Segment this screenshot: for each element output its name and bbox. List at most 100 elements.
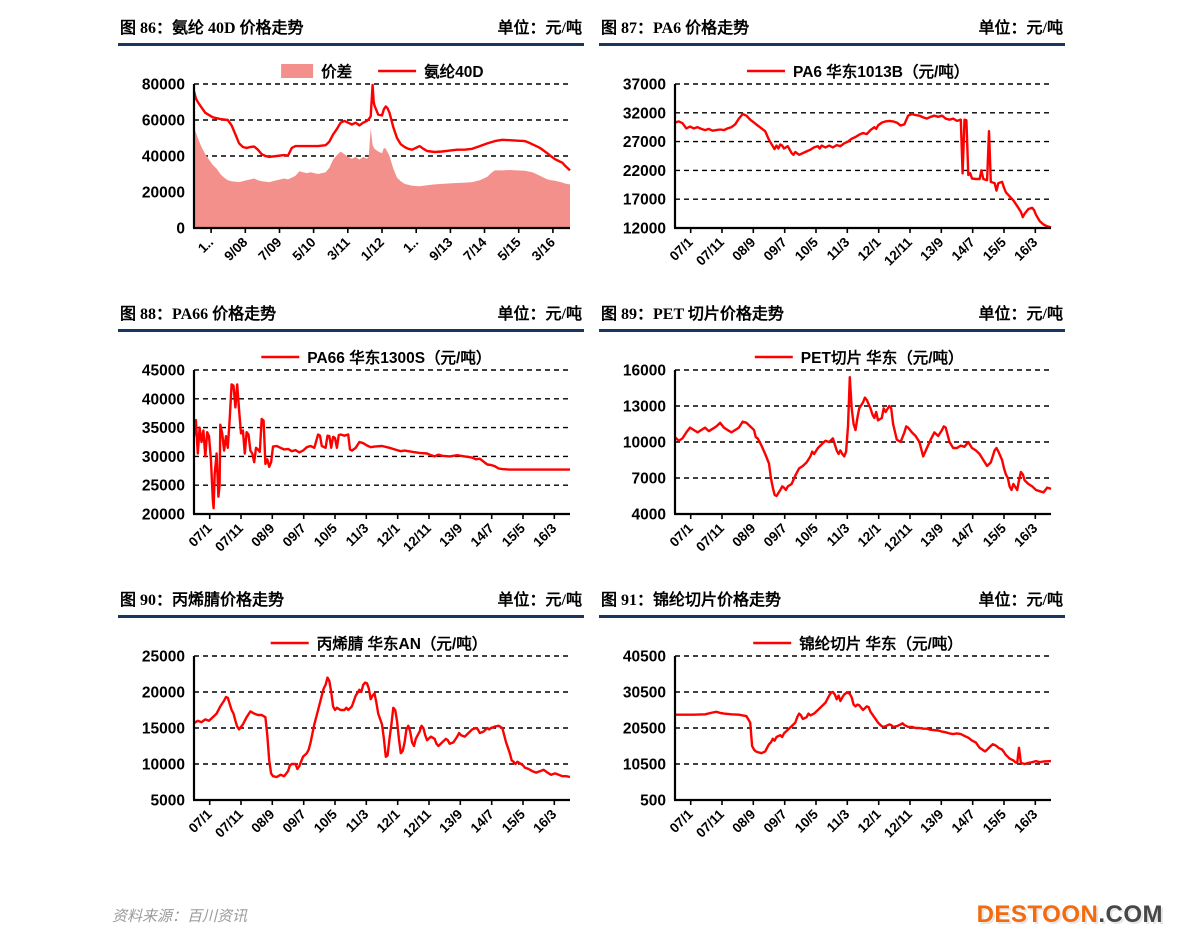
svg-text:11/3: 11/3 — [343, 520, 372, 549]
svg-text:9/13: 9/13 — [426, 234, 456, 264]
destoon-watermark-main: DESTOON — [976, 901, 1099, 928]
svg-text:16/3: 16/3 — [1011, 806, 1041, 836]
svg-text:11/3: 11/3 — [824, 520, 853, 549]
svg-text:12/11: 12/11 — [400, 806, 434, 840]
svg-text:22000: 22000 — [623, 163, 666, 180]
svg-text:08/9: 08/9 — [729, 235, 758, 264]
pet-chip-price-chart: 4000 7000 10000 13000 16000 07/107/11 08/9 09/7… — [623, 348, 1052, 554]
figure-90-chart-area: 5000 10000 15000 20000 25000 07/1 07/11 08/9 09/… — [118, 618, 584, 860]
svg-text:11/3: 11/3 — [824, 806, 853, 835]
svg-text:15/5: 15/5 — [980, 806, 1010, 836]
svg-text:09/7: 09/7 — [761, 521, 790, 550]
svg-text:16000: 16000 — [623, 363, 666, 380]
svg-text:16/3: 16/3 — [530, 520, 560, 550]
figure-88-title: 图 88：PA66 价格走势 — [120, 306, 277, 323]
svg-text:07/11: 07/11 — [693, 234, 727, 268]
svg-text:25000: 25000 — [142, 649, 185, 666]
svg-text:32000: 32000 — [623, 105, 666, 122]
svg-text:14/7: 14/7 — [949, 235, 978, 264]
svg-text:13/9: 13/9 — [917, 807, 946, 836]
svg-text:13000: 13000 — [623, 399, 666, 416]
source-note: 资料来源：百川资讯 — [112, 908, 248, 925]
figure-86-unit: 单位：元/吨 — [497, 20, 582, 37]
svg-text:10000: 10000 — [142, 757, 185, 774]
svg-text:PA66 华东1300S（元/吨）: PA66 华东1300S（元/吨） — [307, 348, 491, 367]
svg-text:37000: 37000 — [623, 77, 666, 94]
svg-text:15/5: 15/5 — [980, 234, 1010, 264]
svg-text:12/1: 12/1 — [855, 806, 885, 836]
svg-text:500: 500 — [640, 793, 666, 810]
svg-text:1/12: 1/12 — [358, 235, 387, 264]
svg-text:10/5: 10/5 — [792, 520, 822, 550]
figure-91-panel: 图 91：锦纶切片价格走势 单位：元/吨 500 10500 20500 30500 4… — [599, 584, 1065, 860]
svg-text:12/1: 12/1 — [374, 520, 404, 550]
page-footer: 资料来源：百川资讯 DESTOON.COM — [112, 901, 1163, 929]
svg-text:40000: 40000 — [142, 391, 185, 408]
svg-text:30000: 30000 — [142, 449, 185, 466]
svg-text:3/11: 3/11 — [324, 234, 353, 263]
figure-86-chart-area: 0 20000 40000 60000 80000 1.. 9/08 7/09 5/10 3/11… — [118, 46, 584, 288]
svg-text:80000: 80000 — [142, 77, 185, 94]
svg-text:45000: 45000 — [142, 363, 185, 380]
figure-86-header: 图 86：氨纶 40D 价格走势 单位：元/吨 — [118, 12, 584, 46]
svg-text:15/5: 15/5 — [499, 806, 529, 836]
figure-91-unit: 单位：元/吨 — [978, 592, 1063, 609]
svg-text:20000: 20000 — [142, 185, 185, 202]
svg-text:14/7: 14/7 — [949, 807, 978, 836]
figure-90-title: 图 90：丙烯腈价格走势 — [120, 592, 285, 609]
svg-text:11/3: 11/3 — [824, 234, 853, 263]
svg-text:PA6 华东1013B（元/吨）: PA6 华东1013B（元/吨） — [793, 62, 969, 81]
acrylonitrile-price-chart: 5000 10000 15000 20000 25000 07/107/11 08/9 09/… — [142, 634, 571, 840]
svg-text:08/9: 08/9 — [248, 807, 277, 836]
svg-text:13/9: 13/9 — [436, 807, 465, 836]
figure-87-title: 图 87：PA6 价格走势 — [601, 20, 750, 37]
svg-text:07/1: 07/1 — [667, 520, 697, 550]
svg-text:12/1: 12/1 — [374, 806, 404, 836]
destoon-watermark: DESTOON.COM — [977, 901, 1163, 929]
figure-90-header: 图 90：丙烯腈价格走势 单位：元/吨 — [118, 584, 584, 618]
figure-87-chart-area: 12000 17000 22000 27000 32000 37000 07/1 07/11 0… — [599, 46, 1065, 288]
svg-text:10500: 10500 — [623, 757, 666, 774]
figures-grid: 图 86：氨纶 40D 价格走势 单位：元/吨 0 20000 40000 60000… — [118, 12, 1065, 860]
figure-88-chart-area: 20000 25000 30000 35000 40000 45000 07/1 07/11 0… — [118, 332, 584, 574]
svg-text:07/11: 07/11 — [693, 520, 727, 554]
figure-91-header: 图 91：锦纶切片价格走势 单位：元/吨 — [599, 584, 1065, 618]
figure-89-title: 图 89：PET 切片价格走势 — [601, 306, 784, 323]
svg-text:35000: 35000 — [142, 420, 185, 437]
svg-text:16/3: 16/3 — [530, 806, 560, 836]
svg-text:价差: 价差 — [321, 62, 352, 81]
svg-text:7/09: 7/09 — [255, 235, 284, 264]
figure-86-panel: 图 86：氨纶 40D 价格走势 单位：元/吨 0 20000 40000 60000… — [118, 12, 584, 288]
figure-89-unit: 单位：元/吨 — [978, 306, 1063, 323]
svg-text:3/16: 3/16 — [529, 234, 559, 264]
svg-text:1..: 1.. — [195, 235, 216, 256]
figure-87-unit: 单位：元/吨 — [978, 20, 1063, 37]
svg-text:12/1: 12/1 — [855, 234, 885, 264]
svg-text:15000: 15000 — [142, 721, 185, 738]
figure-90-unit: 单位：元/吨 — [497, 592, 582, 609]
svg-text:12/11: 12/11 — [881, 520, 915, 554]
svg-text:7/14: 7/14 — [460, 234, 490, 264]
svg-text:15/5: 15/5 — [980, 520, 1010, 550]
svg-text:15/5: 15/5 — [499, 520, 529, 550]
figure-89-chart-area: 4000 7000 10000 13000 16000 07/1 07/11 08/9 09/7… — [599, 332, 1065, 574]
svg-text:12/11: 12/11 — [881, 234, 915, 268]
svg-text:27000: 27000 — [623, 134, 666, 151]
figure-89-header: 图 89：PET 切片价格走势 单位：元/吨 — [599, 298, 1065, 332]
svg-text:07/1: 07/1 — [667, 806, 697, 836]
svg-text:30500: 30500 — [623, 685, 666, 702]
svg-text:07/1: 07/1 — [186, 520, 216, 550]
svg-text:09/7: 09/7 — [761, 807, 790, 836]
svg-text:07/11: 07/11 — [693, 806, 727, 840]
svg-text:17000: 17000 — [623, 192, 666, 209]
svg-text:07/1: 07/1 — [186, 806, 216, 836]
svg-text:08/9: 08/9 — [729, 521, 758, 550]
svg-text:11/3: 11/3 — [343, 806, 372, 835]
figure-89-panel: 图 89：PET 切片价格走势 单位：元/吨 4000 7000 10000 1300… — [599, 298, 1065, 574]
figure-86-title: 图 86：氨纶 40D 价格走势 — [120, 20, 304, 37]
figure-88-header: 图 88：PA66 价格走势 单位：元/吨 — [118, 298, 584, 332]
svg-text:5/15: 5/15 — [495, 234, 525, 264]
svg-text:09/7: 09/7 — [280, 807, 309, 836]
svg-text:16/3: 16/3 — [1011, 520, 1041, 550]
